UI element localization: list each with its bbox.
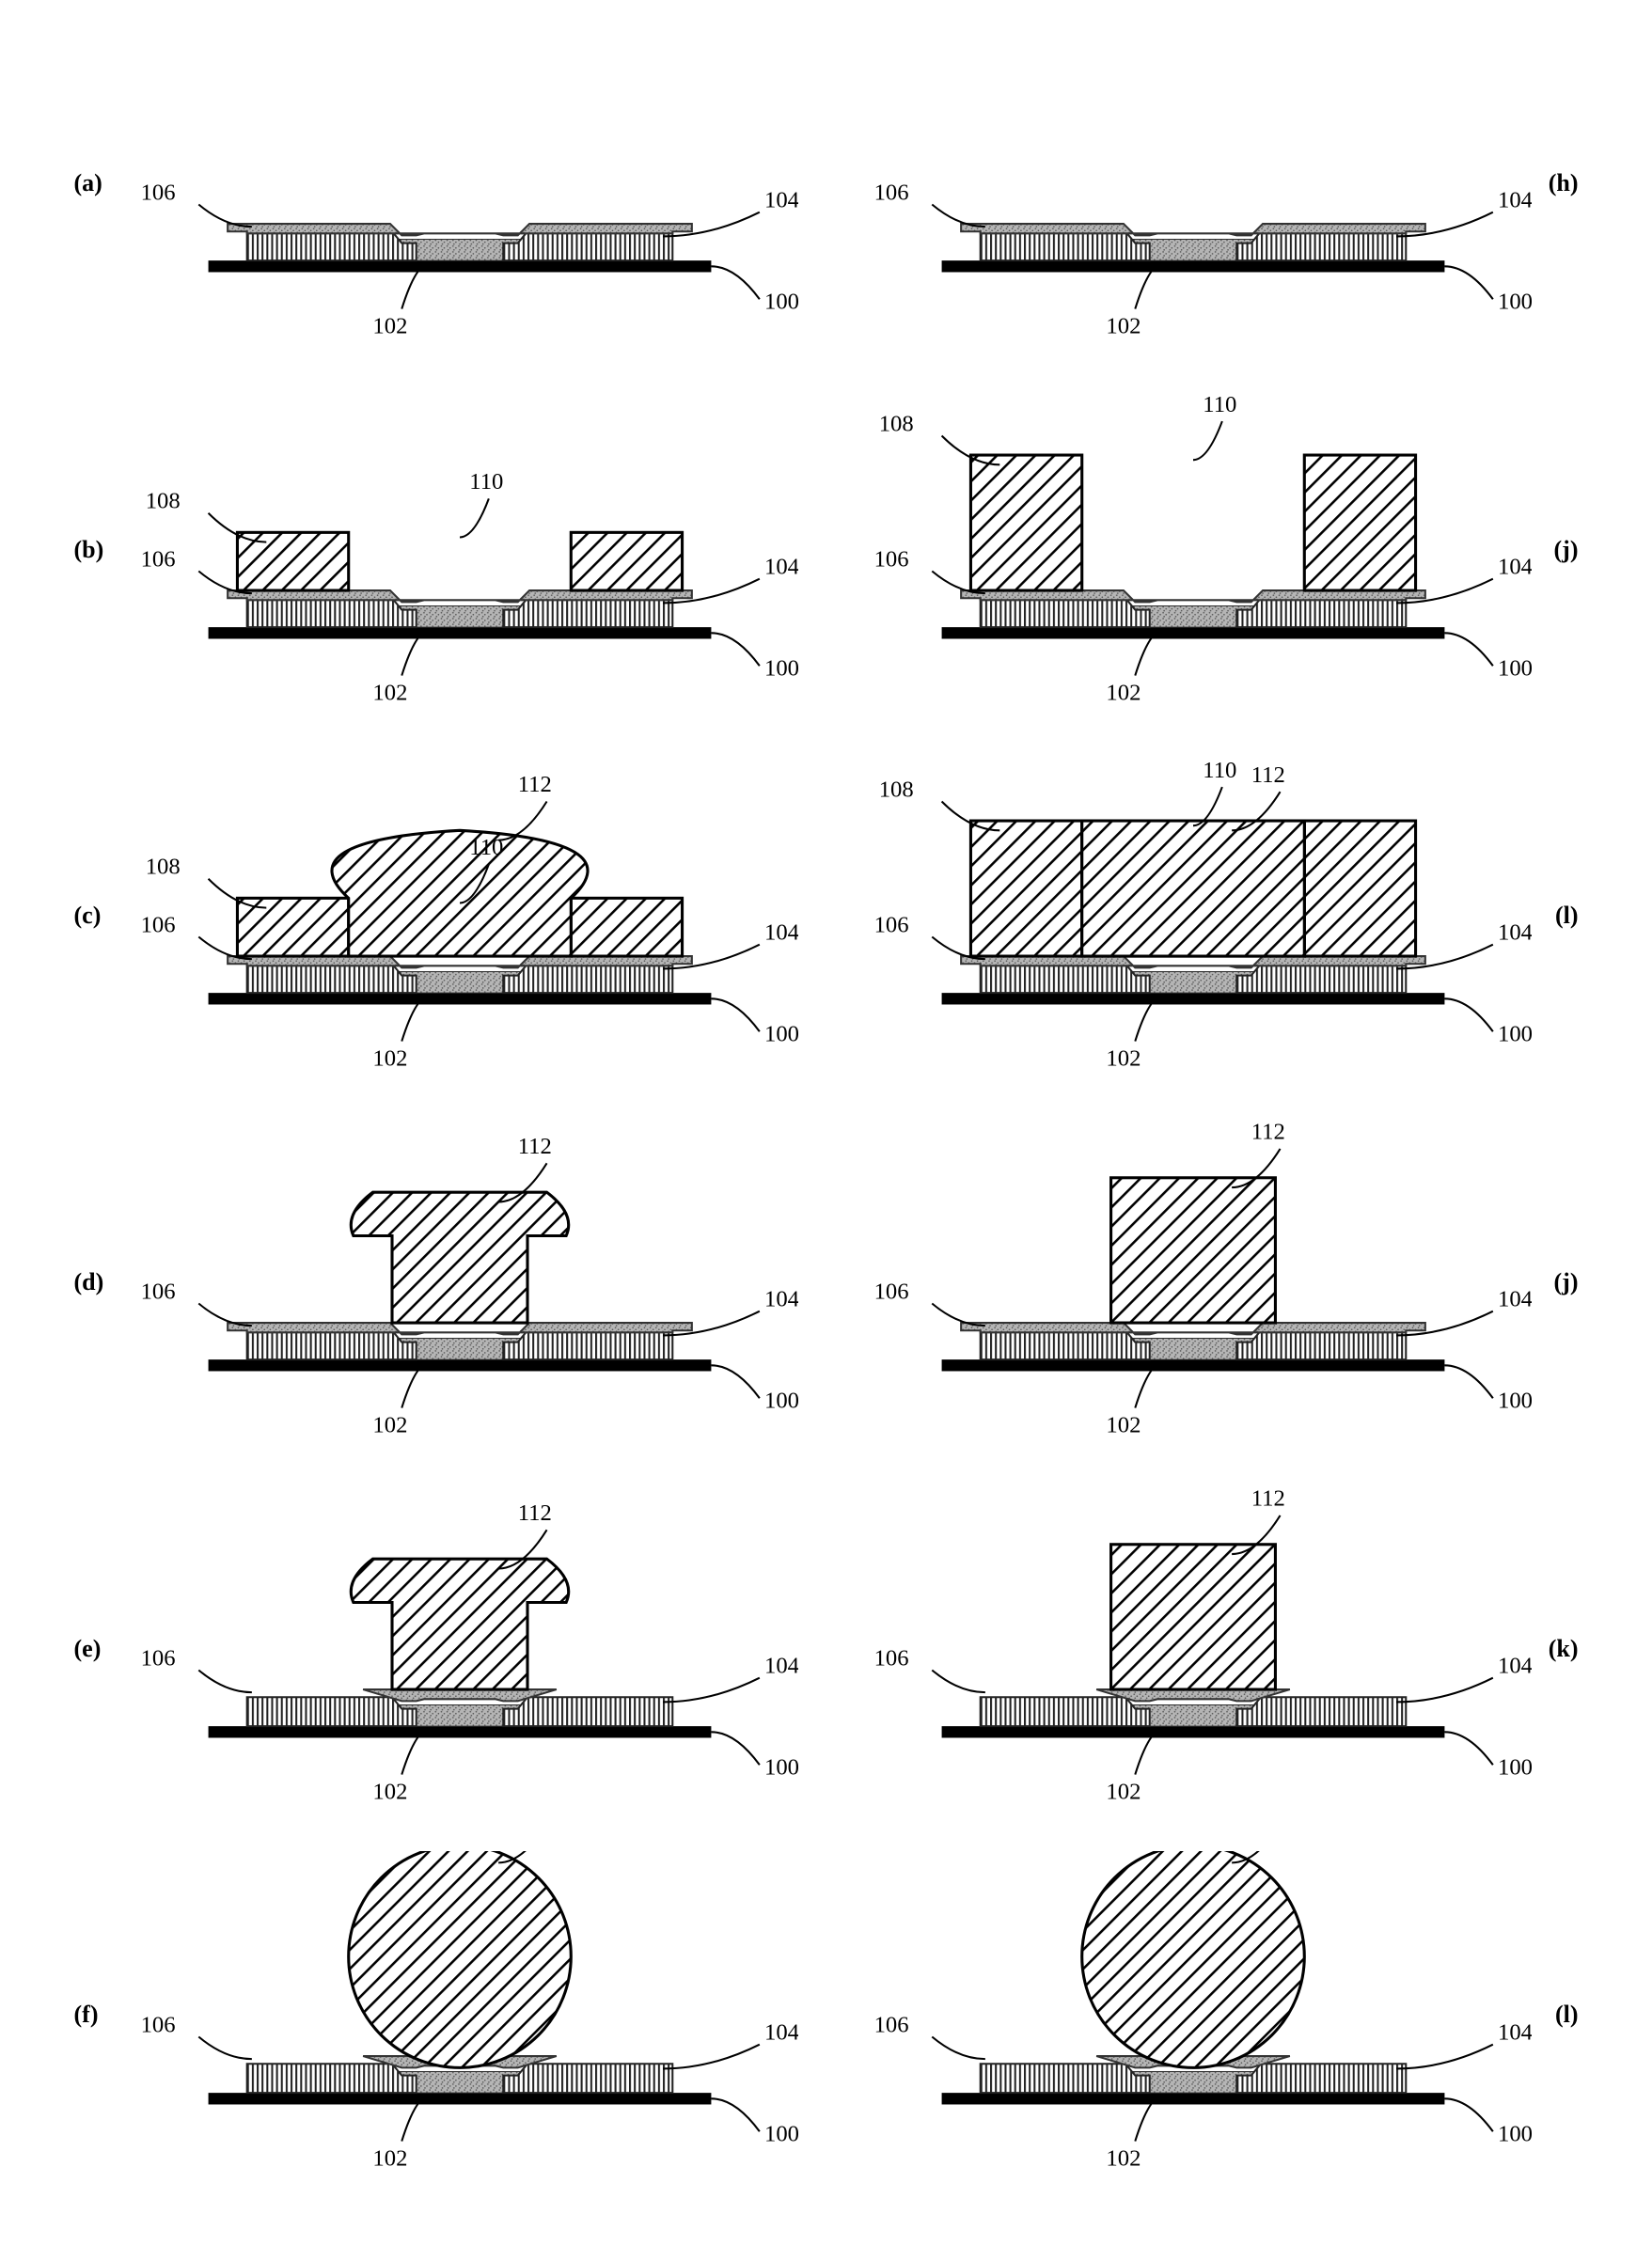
panel-a: (a) 100 102 104 106	[74, 19, 798, 348]
panel-g: 100 102 104 106 (h)	[855, 19, 1579, 348]
ref-number: 100	[763, 1754, 797, 1780]
panel-k: 100 102 104 106 112 (k)	[855, 1484, 1579, 1814]
panel-label: (e)	[74, 1635, 121, 1663]
ref-number: 106	[140, 2012, 175, 2037]
ref-number: 104	[1497, 554, 1531, 579]
ref-number: 112	[1251, 1485, 1284, 1511]
panel-diagram: 100 102 104 106	[121, 19, 798, 348]
ref-number: 102	[1106, 313, 1141, 338]
panel-diagram: 100 102 104 106 108 110 112	[121, 751, 798, 1080]
ref-number: 100	[1497, 2121, 1531, 2146]
panel-j: 100 102 104 106 112 (j)	[855, 1118, 1579, 1447]
ref-number: 112	[517, 773, 551, 798]
ref-number: 110	[1203, 758, 1236, 783]
ref-number: 104	[1497, 1287, 1531, 1312]
ref-number: 104	[1497, 2019, 1531, 2045]
ref-number: 100	[1497, 1754, 1531, 1780]
ref-number: 100	[1497, 655, 1531, 681]
ref-number: 102	[1106, 1779, 1141, 1804]
panel-h: 100 102 104 106 108 110 (j)	[855, 385, 1579, 714]
ref-number: 104	[763, 188, 797, 213]
panel-label: (d)	[74, 1268, 121, 1296]
panel-label: (l)	[1532, 2001, 1579, 2029]
ref-number: 106	[873, 180, 908, 205]
ref-number: 102	[372, 680, 407, 705]
ref-number: 104	[763, 1287, 797, 1312]
panel-label: (a)	[74, 169, 121, 197]
ref-number: 106	[873, 913, 908, 938]
ref-number: 106	[140, 180, 175, 205]
panel-label: (b)	[74, 536, 121, 564]
panel-l: 100102104106112(l)	[855, 1851, 1579, 2180]
panel-c: (c) 100 102 104 106 108 110 112	[74, 751, 798, 1080]
ref-number: 102	[1106, 1412, 1141, 1437]
ref-number: 100	[763, 655, 797, 681]
ref-number: 102	[372, 1046, 407, 1072]
panel-diagram: 100 102 104 106 112	[855, 1484, 1532, 1814]
ref-number: 100	[763, 290, 797, 315]
ref-number: 112	[517, 1134, 551, 1159]
panel-diagram: 100 102 104 106 112	[121, 1484, 798, 1814]
ref-number: 104	[763, 920, 797, 946]
panel-i: 100 102 104 106 108 110 112 (l)	[855, 751, 1579, 1080]
ref-number: 100	[1497, 1389, 1531, 1414]
figure-grid: (a)100102104106100102104106(h)(b)1001021…	[74, 19, 1579, 2179]
panel-d: (d) 100 102 104 106 112	[74, 1118, 798, 1447]
ref-number: 104	[763, 2019, 797, 2045]
ref-number: 106	[140, 546, 175, 572]
panel-label: (l)	[1532, 902, 1579, 930]
ref-number: 106	[140, 1645, 175, 1671]
ref-number: 100	[763, 1389, 797, 1414]
ref-number: 104	[1497, 920, 1531, 946]
ref-number: 106	[140, 1279, 175, 1304]
ref-number: 106	[873, 1645, 908, 1671]
ref-number: 102	[372, 2145, 407, 2171]
ref-number: 106	[873, 546, 908, 572]
ref-number: 108	[145, 488, 180, 513]
ref-number: 106	[873, 1279, 908, 1304]
ref-number: 106	[140, 913, 175, 938]
panel-label: (c)	[74, 902, 121, 930]
panel-diagram: 100102104106112	[855, 1851, 1532, 2180]
ref-number: 102	[372, 1779, 407, 1804]
panel-diagram: 100 102 104 106 112	[855, 1118, 1532, 1447]
panel-diagram: 100 102 104 106 112	[121, 1118, 798, 1447]
panel-label: (f)	[74, 2001, 121, 2029]
ref-number: 104	[763, 554, 797, 579]
panel-diagram: 100102104106112	[121, 1851, 798, 2180]
ref-number: 100	[1497, 290, 1531, 315]
panel-label: (j)	[1532, 536, 1579, 564]
panel-f: (f)100102104106112	[74, 1851, 798, 2180]
ref-number: 100	[1497, 1022, 1531, 1047]
ref-number: 102	[372, 1412, 407, 1437]
ref-number: 104	[1497, 188, 1531, 213]
ref-number: 108	[878, 411, 913, 436]
ref-number: 110	[469, 835, 503, 860]
panel-b: (b) 100 102 104 106 108 110	[74, 385, 798, 714]
ref-number: 102	[372, 313, 407, 338]
ref-number: 108	[878, 777, 913, 803]
panel-e: (e) 100 102 104 106 112	[74, 1484, 798, 1814]
ref-number: 112	[517, 1500, 551, 1526]
ref-number: 102	[1106, 2145, 1141, 2171]
ref-number: 104	[763, 1653, 797, 1678]
panel-diagram: 100 102 104 106 108 110 112	[855, 751, 1532, 1080]
ref-number: 100	[763, 1022, 797, 1047]
ref-number: 102	[1106, 1046, 1141, 1072]
ref-number: 100	[763, 2121, 797, 2146]
ref-number: 102	[1106, 680, 1141, 705]
ref-number: 112	[1251, 762, 1284, 788]
ref-number: 108	[145, 855, 180, 880]
panel-label: (j)	[1532, 1268, 1579, 1296]
ref-number: 104	[1497, 1653, 1531, 1678]
panel-label: (h)	[1532, 169, 1579, 197]
ref-number: 110	[1203, 391, 1236, 416]
panel-diagram: 100 102 104 106 108 110	[855, 385, 1532, 714]
ref-number: 112	[1251, 1120, 1284, 1145]
panel-diagram: 100 102 104 106	[855, 19, 1532, 348]
panel-diagram: 100 102 104 106 108 110	[121, 385, 798, 714]
ref-number: 106	[873, 2012, 908, 2037]
panel-label: (k)	[1532, 1635, 1579, 1663]
ref-number: 110	[469, 469, 503, 495]
